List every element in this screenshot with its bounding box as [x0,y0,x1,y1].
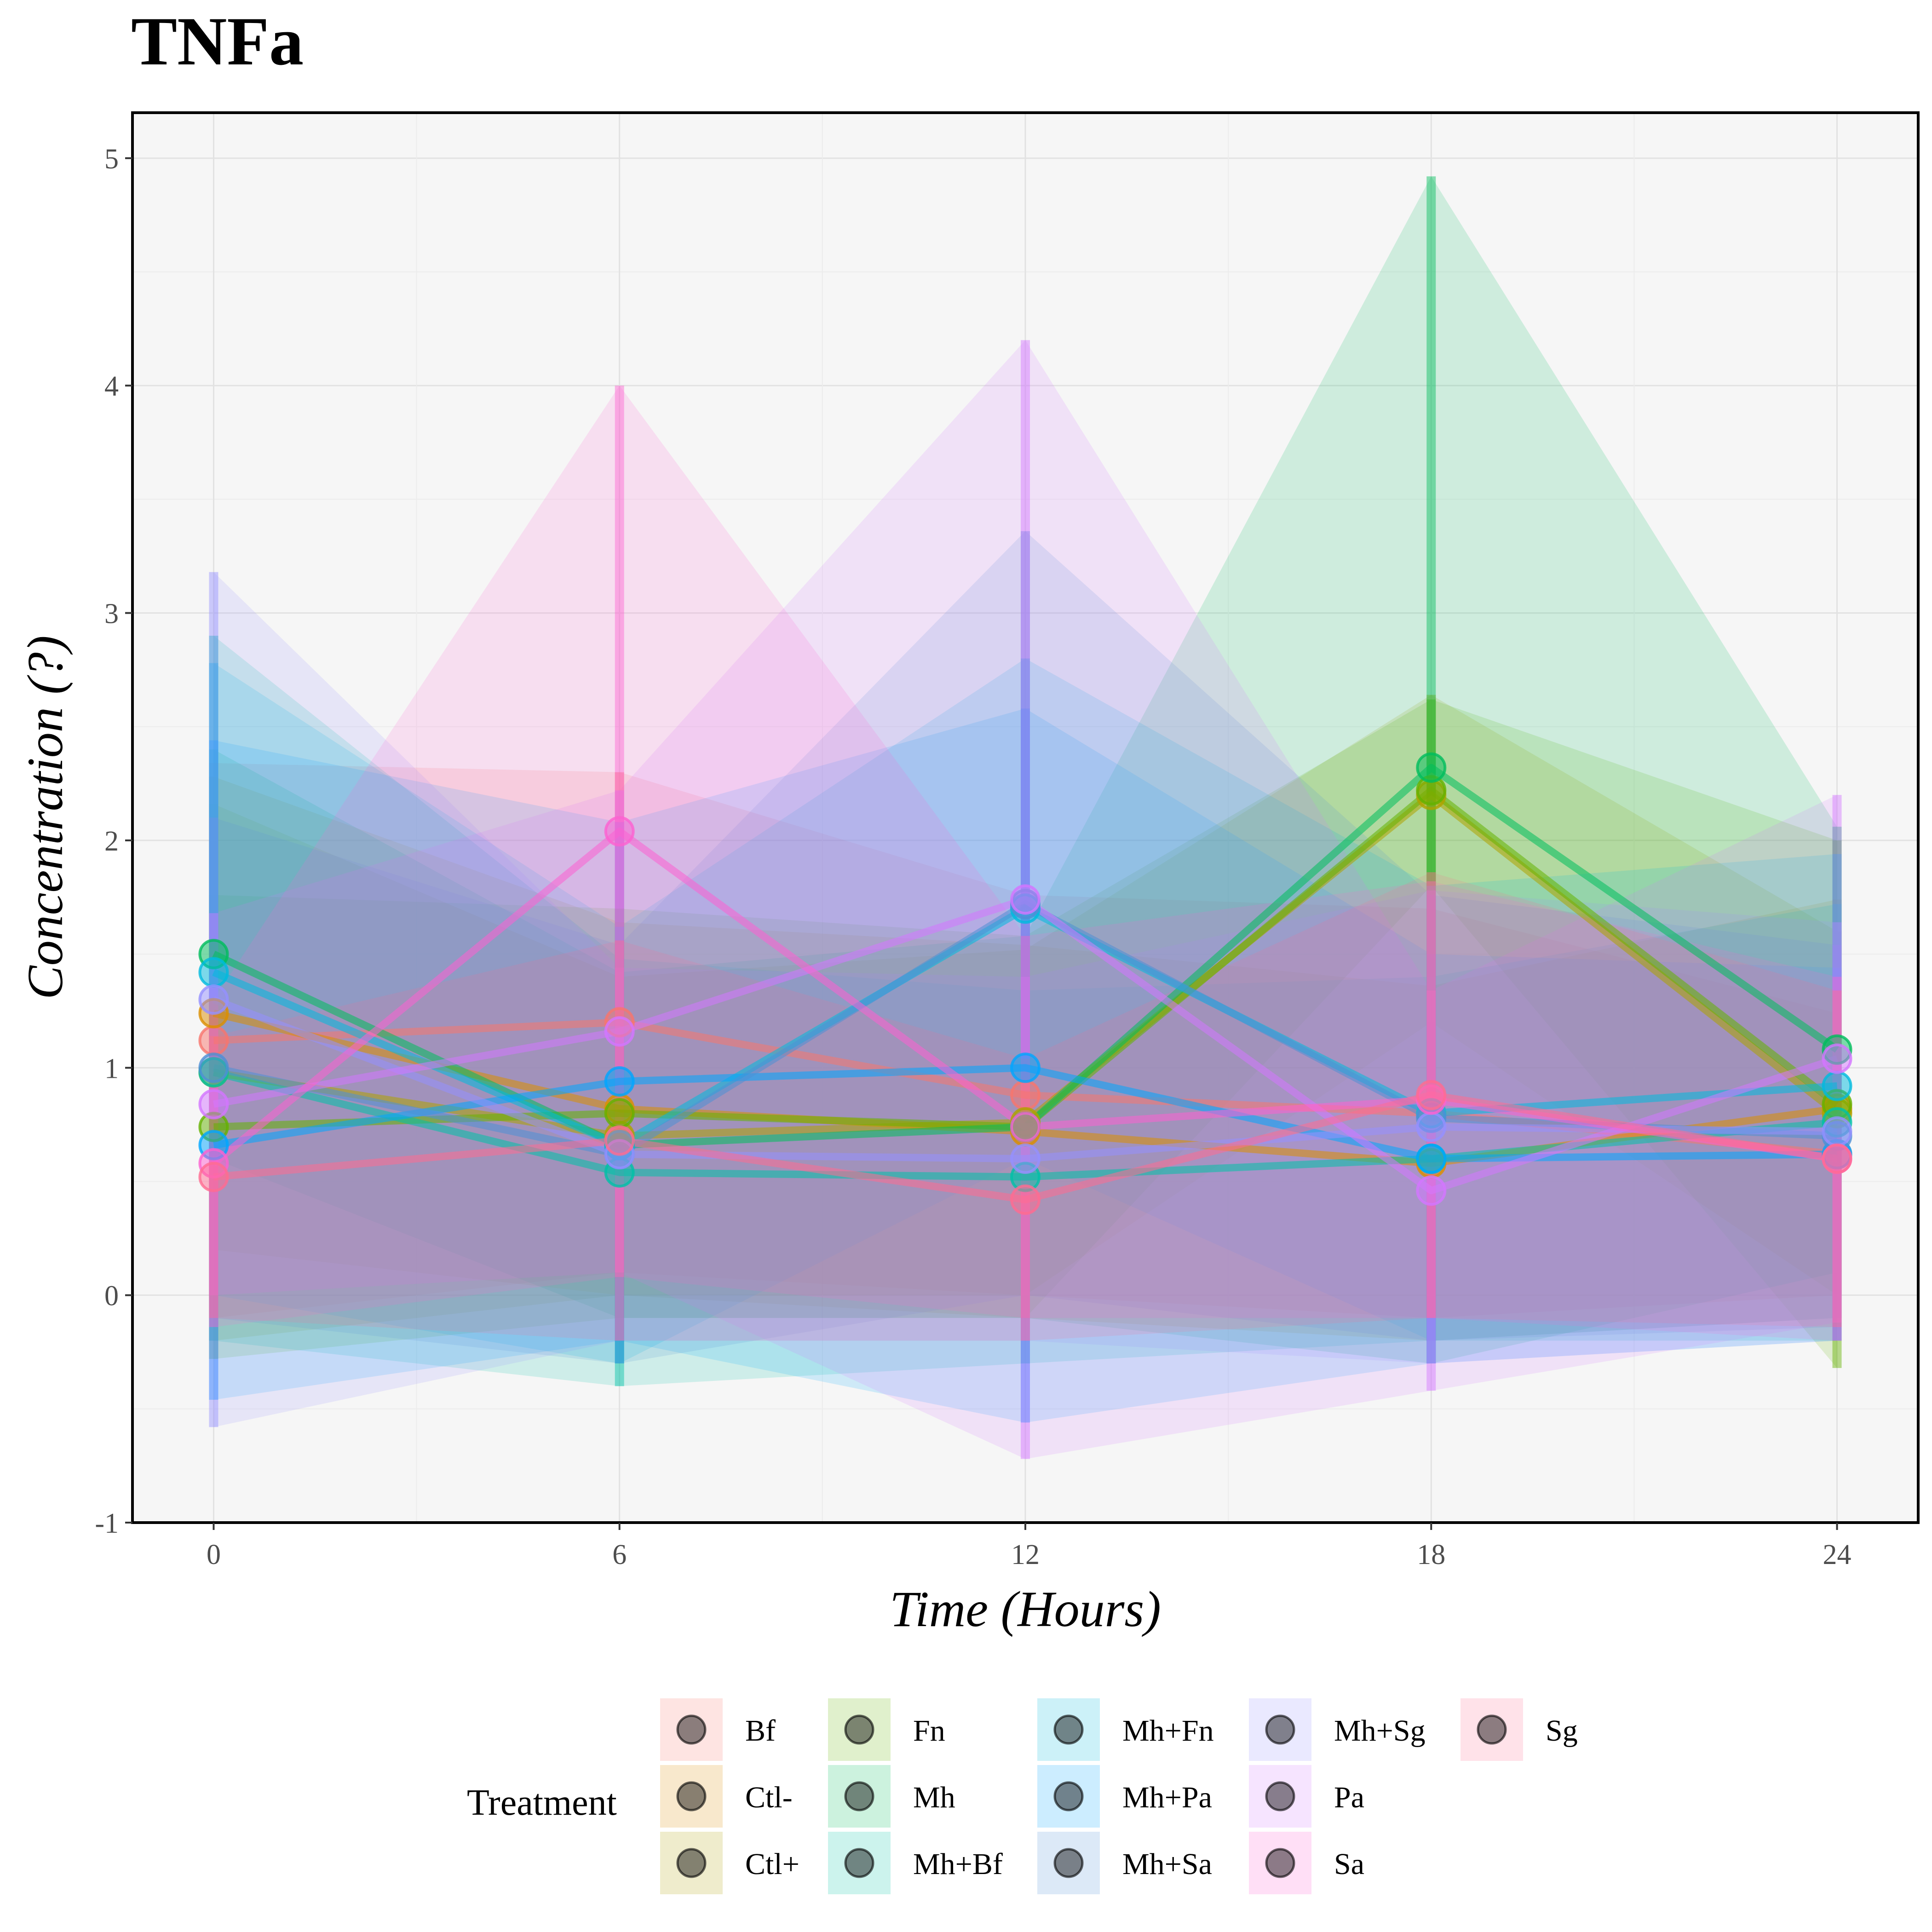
x-axis-label: Time (Hours) [890,1581,1161,1637]
point-Pa [1416,1175,1447,1206]
point-Pa [604,1016,635,1047]
legend-marker-Mh+Bf [844,1848,874,1878]
legend-key-Fn [828,1698,891,1761]
point-Pa [198,1089,229,1120]
legend-key-Mh+Sa [1037,1832,1100,1894]
point-Pa [1010,884,1041,915]
x-tick-label: 0 [207,1539,221,1570]
legend-marker-Sg [1477,1714,1507,1745]
legend-key-Ctl- [660,1765,723,1828]
point-Mh+Sg [1822,1116,1852,1147]
point-Bf [1010,1080,1041,1110]
legend-marker-Pa [1265,1781,1295,1811]
legend-label-Sg: Sg [1546,1714,1578,1748]
legend-marker-Ctl+ [676,1848,707,1878]
ribbon-Mh+Sg [213,572,1837,1427]
point-Mh+Sg [1010,1144,1041,1174]
legend-key-Pa [1249,1765,1311,1828]
x-axis: 0 6 12 18 24 [207,1523,1852,1570]
legend-key-Bf [660,1698,723,1761]
legend-marker-Sa [1265,1848,1295,1878]
y-tick-label: 5 [104,144,119,175]
legend-label-Mh+Pa: Mh+Pa [1122,1781,1212,1814]
legend-marker-Mh+Sa [1053,1848,1084,1878]
point-Sg [1822,1144,1852,1174]
legend-key-Ctl+ [660,1832,723,1894]
chart-title: TNFa [131,3,304,80]
legend-label-Ctl-: Ctl- [745,1781,793,1814]
point-Sg [198,1162,229,1192]
point-Pa [1822,1043,1852,1074]
legend-key-Mh+Sg [1249,1698,1311,1761]
legend-label-Ctl+: Ctl+ [745,1847,799,1881]
point-Mh+Sa [198,1052,229,1083]
point-Sa [1010,1111,1041,1142]
legend-title: Treatment [467,1782,617,1823]
point-Mh+Pa [1416,1144,1447,1174]
y-axis-label: Concentration (?) [17,635,73,999]
legend-label-Fn: Fn [913,1714,945,1748]
y-tick-label: 4 [104,371,119,402]
legend-label-Mh+Fn: Mh+Fn [1122,1714,1214,1748]
legend-marker-Mh [844,1781,874,1811]
legend-label-Pa: Pa [1334,1781,1364,1814]
grid-layer [132,113,1918,1524]
legend-label-Mh+Sa: Mh+Sa [1122,1847,1212,1881]
point-Mh+Sg [198,984,229,1015]
legend-marker-Bf [676,1714,707,1745]
y-axis: -1 0 1 2 3 4 5 [95,144,132,1539]
point-Sa [604,816,635,847]
legend-label-Mh: Mh [913,1781,955,1814]
point-Sg [604,1125,635,1156]
legend-key-Sa [1249,1832,1311,1894]
y-tick-label: 3 [104,598,119,630]
legend-label-Sa: Sa [1334,1847,1364,1881]
point-Mh+Pa [1010,1052,1041,1083]
legend-label-Mh+Bf: Mh+Bf [913,1847,1003,1881]
legend-key-Mh [828,1765,891,1828]
point-Bf [198,1025,229,1056]
legend-marker-Fn [844,1714,874,1745]
point-Fn [604,1098,635,1129]
x-tick-label: 6 [612,1539,627,1570]
legend: Treatment Bf Ctl- Ctl+ Fn Mh Mh+Bf Mh+Fn Mh+Pa M… [467,1698,1578,1894]
legend-key-Mh+Pa [1037,1765,1100,1828]
legend-key-Mh+Bf [828,1832,891,1894]
legend-key-Mh+Fn [1037,1698,1100,1761]
y-tick-label: 0 [104,1281,119,1312]
legend-marker-Mh+Fn [1053,1714,1084,1745]
x-tick-label: 18 [1417,1539,1445,1570]
point-Mh+Fn [198,957,229,988]
x-tick-label: 24 [1823,1539,1852,1570]
y-tick-label: -1 [95,1508,119,1539]
legend-key-Sg [1460,1698,1523,1761]
point-layer [198,752,1852,1215]
x-tick-label: 12 [1011,1539,1040,1570]
y-tick-label: 1 [104,1053,119,1084]
point-Mh+Fn [1822,1070,1852,1101]
legend-marker-Mh+Pa [1053,1781,1084,1811]
legend-label-Mh+Sg: Mh+Sg [1334,1714,1426,1748]
point-Mh+Pa [604,1066,635,1097]
legend-items: Bf Ctl- Ctl+ Fn Mh Mh+Bf Mh+Fn Mh+Pa Mh+Sa Mh+Sg P… [660,1698,1578,1894]
point-Mh [1416,752,1447,783]
point-Mh+Sg [1416,1111,1447,1142]
legend-marker-Mh+Sg [1265,1714,1295,1745]
ribbon-Fn [213,699,1837,1368]
point-Sg [1010,1184,1041,1215]
legend-marker-Ctl- [676,1781,707,1811]
y-tick-label: 2 [104,826,119,857]
legend-label-Bf: Bf [745,1714,776,1748]
point-Sg [1416,1080,1447,1110]
